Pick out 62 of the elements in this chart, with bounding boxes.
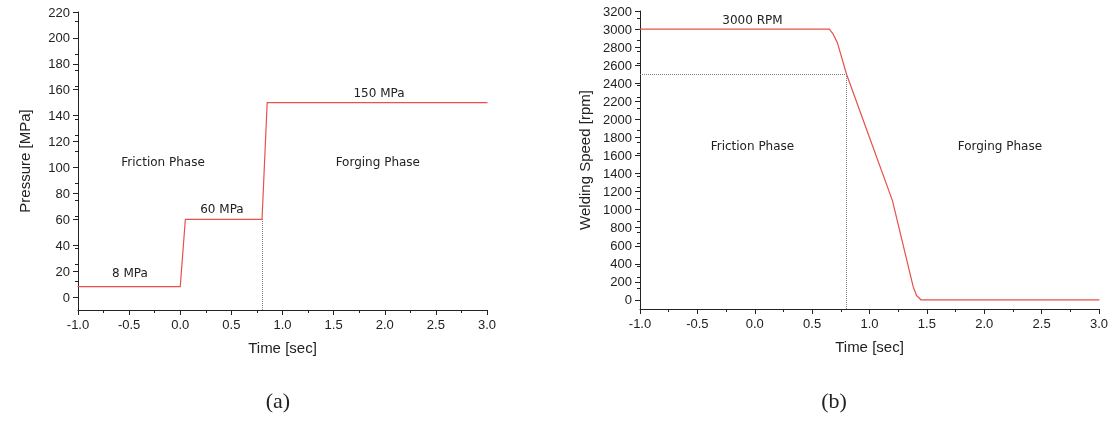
x-tick-label: -0.5 [117,317,141,332]
y-tick-label: 0 [624,292,632,308]
y-tick-label: 3000 [603,21,632,37]
x-tick-label: -1.0 [628,316,652,331]
y-tick-label: 2000 [603,111,632,127]
x-tick-label: 0.5 [803,316,822,331]
x-tick-label: 0.5 [222,317,241,332]
x-tick-label: 1.0 [273,317,292,332]
annotation: 8 MPa [112,266,148,281]
annotation: Friction Phase [710,138,795,153]
x-tick-label: -1.0 [66,317,90,332]
annotation: Friction Phase [121,154,205,169]
y-tick-label: 1000 [603,202,632,218]
y-tick-label: 800 [610,220,632,236]
y-tick-label: 1800 [603,129,632,145]
x-tick-label: 0.0 [745,316,764,331]
y-tick-label: 2600 [603,57,632,73]
y-tick-label: 0 [62,289,70,305]
x-tick-label: 2.0 [975,316,994,331]
x-axis-title: Time [sec] [835,338,904,355]
x-tick-label: 2.5 [1032,316,1051,331]
y-tick-label: 220 [48,4,70,20]
y-tick-label: 100 [48,159,70,175]
y-tick-label: 40 [55,237,70,253]
line-series [639,28,1100,301]
annotation: 3000 RPM [722,12,783,27]
x-tick-label: 3.0 [1089,316,1109,331]
x-axis-title: Time [sec] [248,339,317,356]
y-tick-label: 1600 [603,147,632,163]
y-axis-title: Welding Speed [rpm] [576,90,594,230]
y-tick-label: 200 [48,30,70,46]
text: (b) [820,388,848,414]
y-tick-label: 2800 [603,39,632,55]
y-tick-label: 2400 [603,75,632,91]
annotation: Forging Phase [957,138,1043,153]
annotation: 150 MPa [353,86,405,101]
y-tick-label: 200 [610,274,632,290]
x-tick-label: 1.5 [324,317,343,332]
y-tick-label: 60 [55,211,70,227]
y-axis-title: Pressure [MPa] [16,109,33,213]
annotation: 60 MPa [200,201,244,216]
x-tick-label: 1.5 [917,316,936,331]
x-tick-label: 3.0 [477,317,497,332]
y-tick-label: 160 [48,82,70,98]
x-tick-label: 2.0 [375,317,394,332]
y-tick-label: 1400 [603,166,632,182]
x-tick-label: -0.5 [686,316,709,331]
x-tick-label: 1.0 [860,316,879,331]
y-tick-label: 600 [610,238,632,254]
y-tick-label: 400 [610,256,632,272]
y-tick-label: 3200 [603,3,632,19]
y-tick-label: 140 [48,108,70,124]
y-tick-label: 1200 [603,184,632,200]
annotation: Forging Phase [335,154,420,169]
y-tick-label: 2200 [603,93,632,109]
y-tick-label: 180 [48,56,70,72]
text: (a) [264,388,292,414]
y-tick-label: 120 [48,134,70,150]
x-tick-label: 2.5 [426,317,445,332]
x-tick-label: 0.0 [171,317,190,332]
y-tick-label: 80 [55,185,70,201]
y-tick-label: 20 [55,263,70,279]
